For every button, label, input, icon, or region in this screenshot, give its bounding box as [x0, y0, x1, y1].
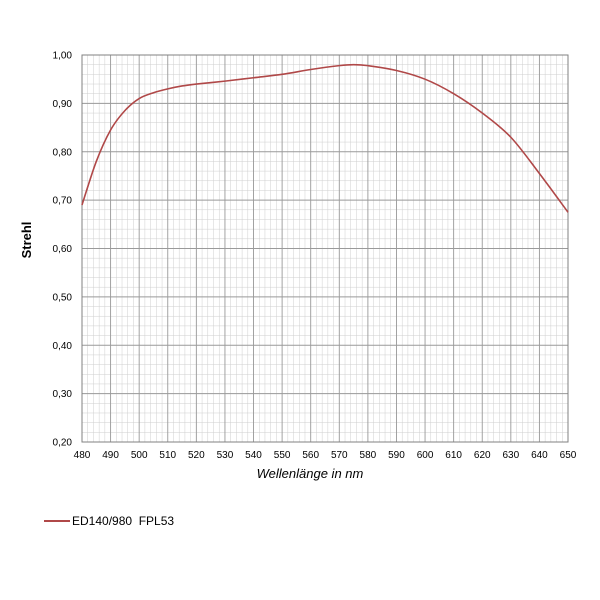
- x-tick-label: 490: [102, 450, 119, 461]
- x-tick-label: 550: [274, 450, 291, 461]
- y-tick-label: 0,80: [53, 147, 73, 158]
- x-tick-label: 640: [531, 450, 548, 461]
- x-tick-label: 630: [502, 450, 519, 461]
- y-axis-label: Strehl: [19, 222, 34, 259]
- x-tick-label: 500: [131, 450, 148, 461]
- x-tick-label: 530: [217, 450, 234, 461]
- x-tick-label: 620: [474, 450, 491, 461]
- legend-entry: ED140/980 FPL53: [72, 514, 175, 528]
- y-tick-label: 1,00: [53, 51, 73, 62]
- y-tick-label: 0,90: [53, 99, 73, 110]
- x-axis-label: Wellenlänge in nm: [257, 466, 364, 481]
- x-tick-label: 650: [560, 450, 577, 461]
- y-tick-label: 0,30: [53, 389, 73, 400]
- major-grid: [81, 54, 569, 443]
- series-line: [81, 63, 569, 213]
- x-tick-label: 560: [302, 450, 319, 461]
- x-tick-label: 520: [188, 450, 205, 461]
- x-tick-label: 540: [245, 450, 262, 461]
- legend: ED140/980 FPL53: [44, 514, 174, 528]
- y-tick-label: 0,70: [53, 196, 73, 207]
- legend-line-swatch: [44, 520, 70, 522]
- x-axis-ticks: 480 490 500 510 520 530 540 550 560 570 580 590 600 6…: [74, 450, 577, 461]
- x-tick-label: 570: [331, 450, 348, 461]
- x-tick-label: 600: [417, 450, 434, 461]
- x-tick-label: 580: [360, 450, 377, 461]
- y-tick-label: 0,40: [53, 341, 73, 352]
- x-tick-label: 590: [388, 450, 405, 461]
- x-tick-label: 480: [74, 450, 91, 461]
- y-axis-ticks: 0,20 0,30 0,40 0,50 0,60 0,70 0,80 0,90 1,00: [53, 51, 73, 449]
- x-tick-label: 610: [445, 450, 462, 461]
- x-tick-label: 510: [159, 450, 176, 461]
- y-tick-label: 0,50: [53, 292, 73, 303]
- y-tick-label: 0,20: [53, 438, 73, 449]
- y-tick-label: 0,60: [53, 244, 73, 255]
- plot-area-frame: [81, 54, 569, 443]
